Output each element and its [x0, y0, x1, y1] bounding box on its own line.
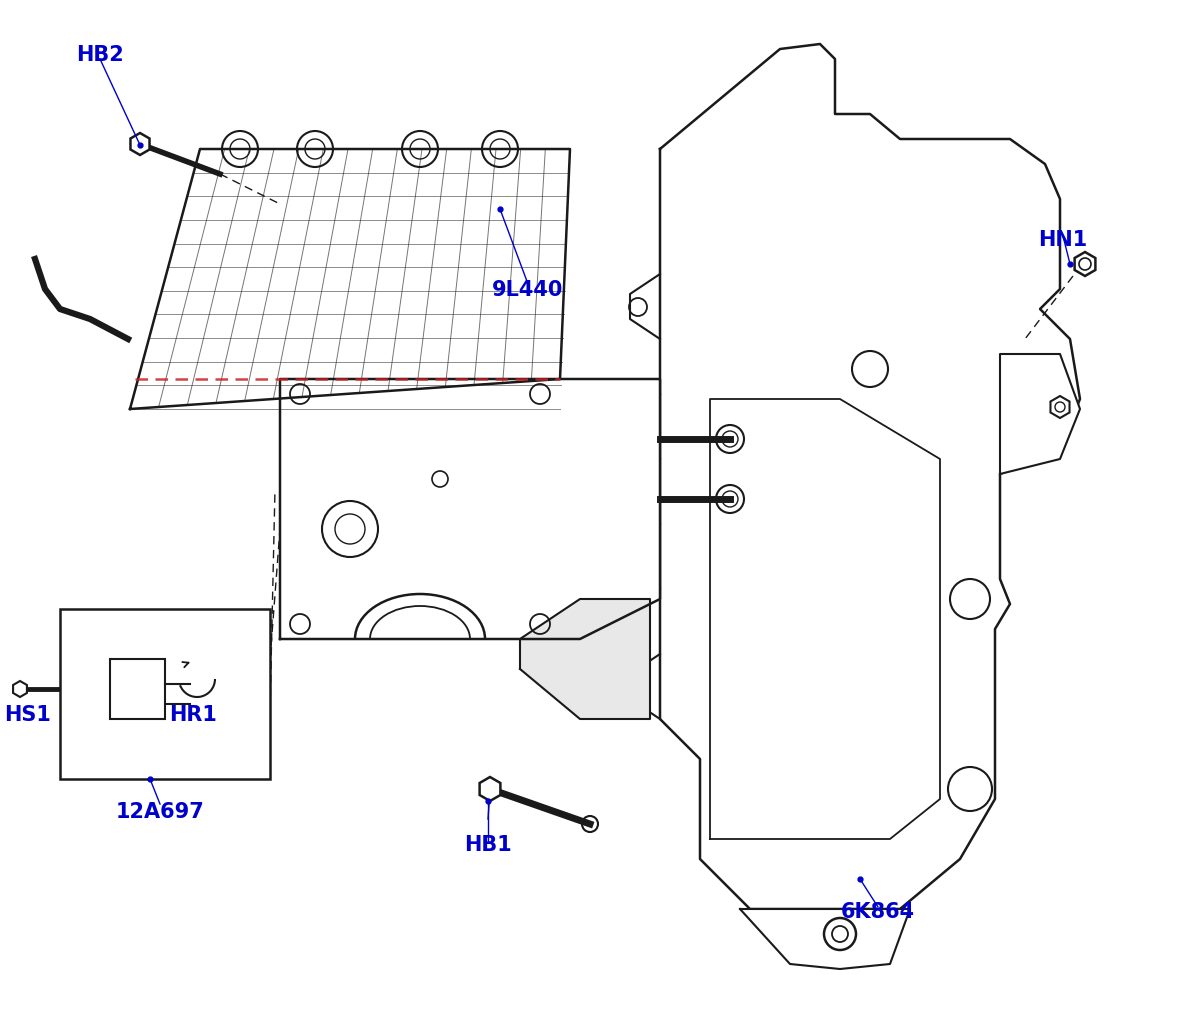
Bar: [920, 630, 950, 659]
Bar: [60, 609, 270, 780]
Polygon shape: [1050, 396, 1069, 419]
Bar: [860, 480, 890, 510]
Bar: [860, 570, 890, 599]
Bar: [800, 570, 830, 599]
Bar: [890, 599, 920, 630]
Text: 6K864: 6K864: [841, 901, 916, 921]
Bar: [890, 630, 920, 659]
Polygon shape: [660, 45, 1080, 909]
Bar: [800, 449, 830, 480]
Bar: [950, 539, 980, 570]
Bar: [830, 630, 860, 659]
Bar: [890, 480, 920, 510]
Polygon shape: [710, 399, 940, 840]
Text: HS1: HS1: [5, 704, 52, 725]
Bar: [890, 510, 920, 539]
Bar: [950, 599, 980, 630]
Bar: [800, 539, 830, 570]
Bar: [800, 510, 830, 539]
Text: 12A697: 12A697: [115, 801, 204, 821]
Bar: [830, 539, 860, 570]
Bar: [950, 480, 980, 510]
Text: HB1: HB1: [464, 835, 512, 854]
Polygon shape: [740, 909, 910, 969]
Bar: [800, 599, 830, 630]
Text: HR1: HR1: [169, 704, 217, 725]
Bar: [920, 480, 950, 510]
Bar: [890, 449, 920, 480]
Bar: [920, 599, 950, 630]
Text: 9L440: 9L440: [492, 280, 564, 300]
Text: c a r   p a r t s: c a r p a r t s: [478, 550, 692, 579]
Text: HB2: HB2: [76, 45, 124, 65]
Polygon shape: [480, 777, 500, 801]
Bar: [860, 630, 890, 659]
Bar: [860, 510, 890, 539]
Bar: [860, 599, 890, 630]
Bar: [860, 539, 890, 570]
Bar: [860, 449, 890, 480]
Bar: [950, 630, 980, 659]
Text: HN1: HN1: [1038, 229, 1087, 250]
Bar: [950, 570, 980, 599]
Text: suTeria: suTeria: [427, 471, 754, 548]
Bar: [830, 449, 860, 480]
Bar: [920, 449, 950, 480]
Polygon shape: [130, 150, 570, 410]
Bar: [920, 539, 950, 570]
Bar: [110, 659, 166, 719]
Bar: [800, 630, 830, 659]
Bar: [890, 570, 920, 599]
Polygon shape: [1000, 355, 1080, 475]
Polygon shape: [13, 682, 26, 697]
Bar: [830, 599, 860, 630]
Polygon shape: [1075, 253, 1096, 277]
Polygon shape: [131, 133, 150, 156]
Bar: [830, 480, 860, 510]
Bar: [950, 449, 980, 480]
Bar: [830, 510, 860, 539]
Bar: [920, 510, 950, 539]
Bar: [920, 570, 950, 599]
Polygon shape: [280, 380, 660, 639]
Bar: [890, 539, 920, 570]
Polygon shape: [520, 599, 650, 719]
Bar: [830, 570, 860, 599]
Bar: [800, 480, 830, 510]
Bar: [950, 510, 980, 539]
